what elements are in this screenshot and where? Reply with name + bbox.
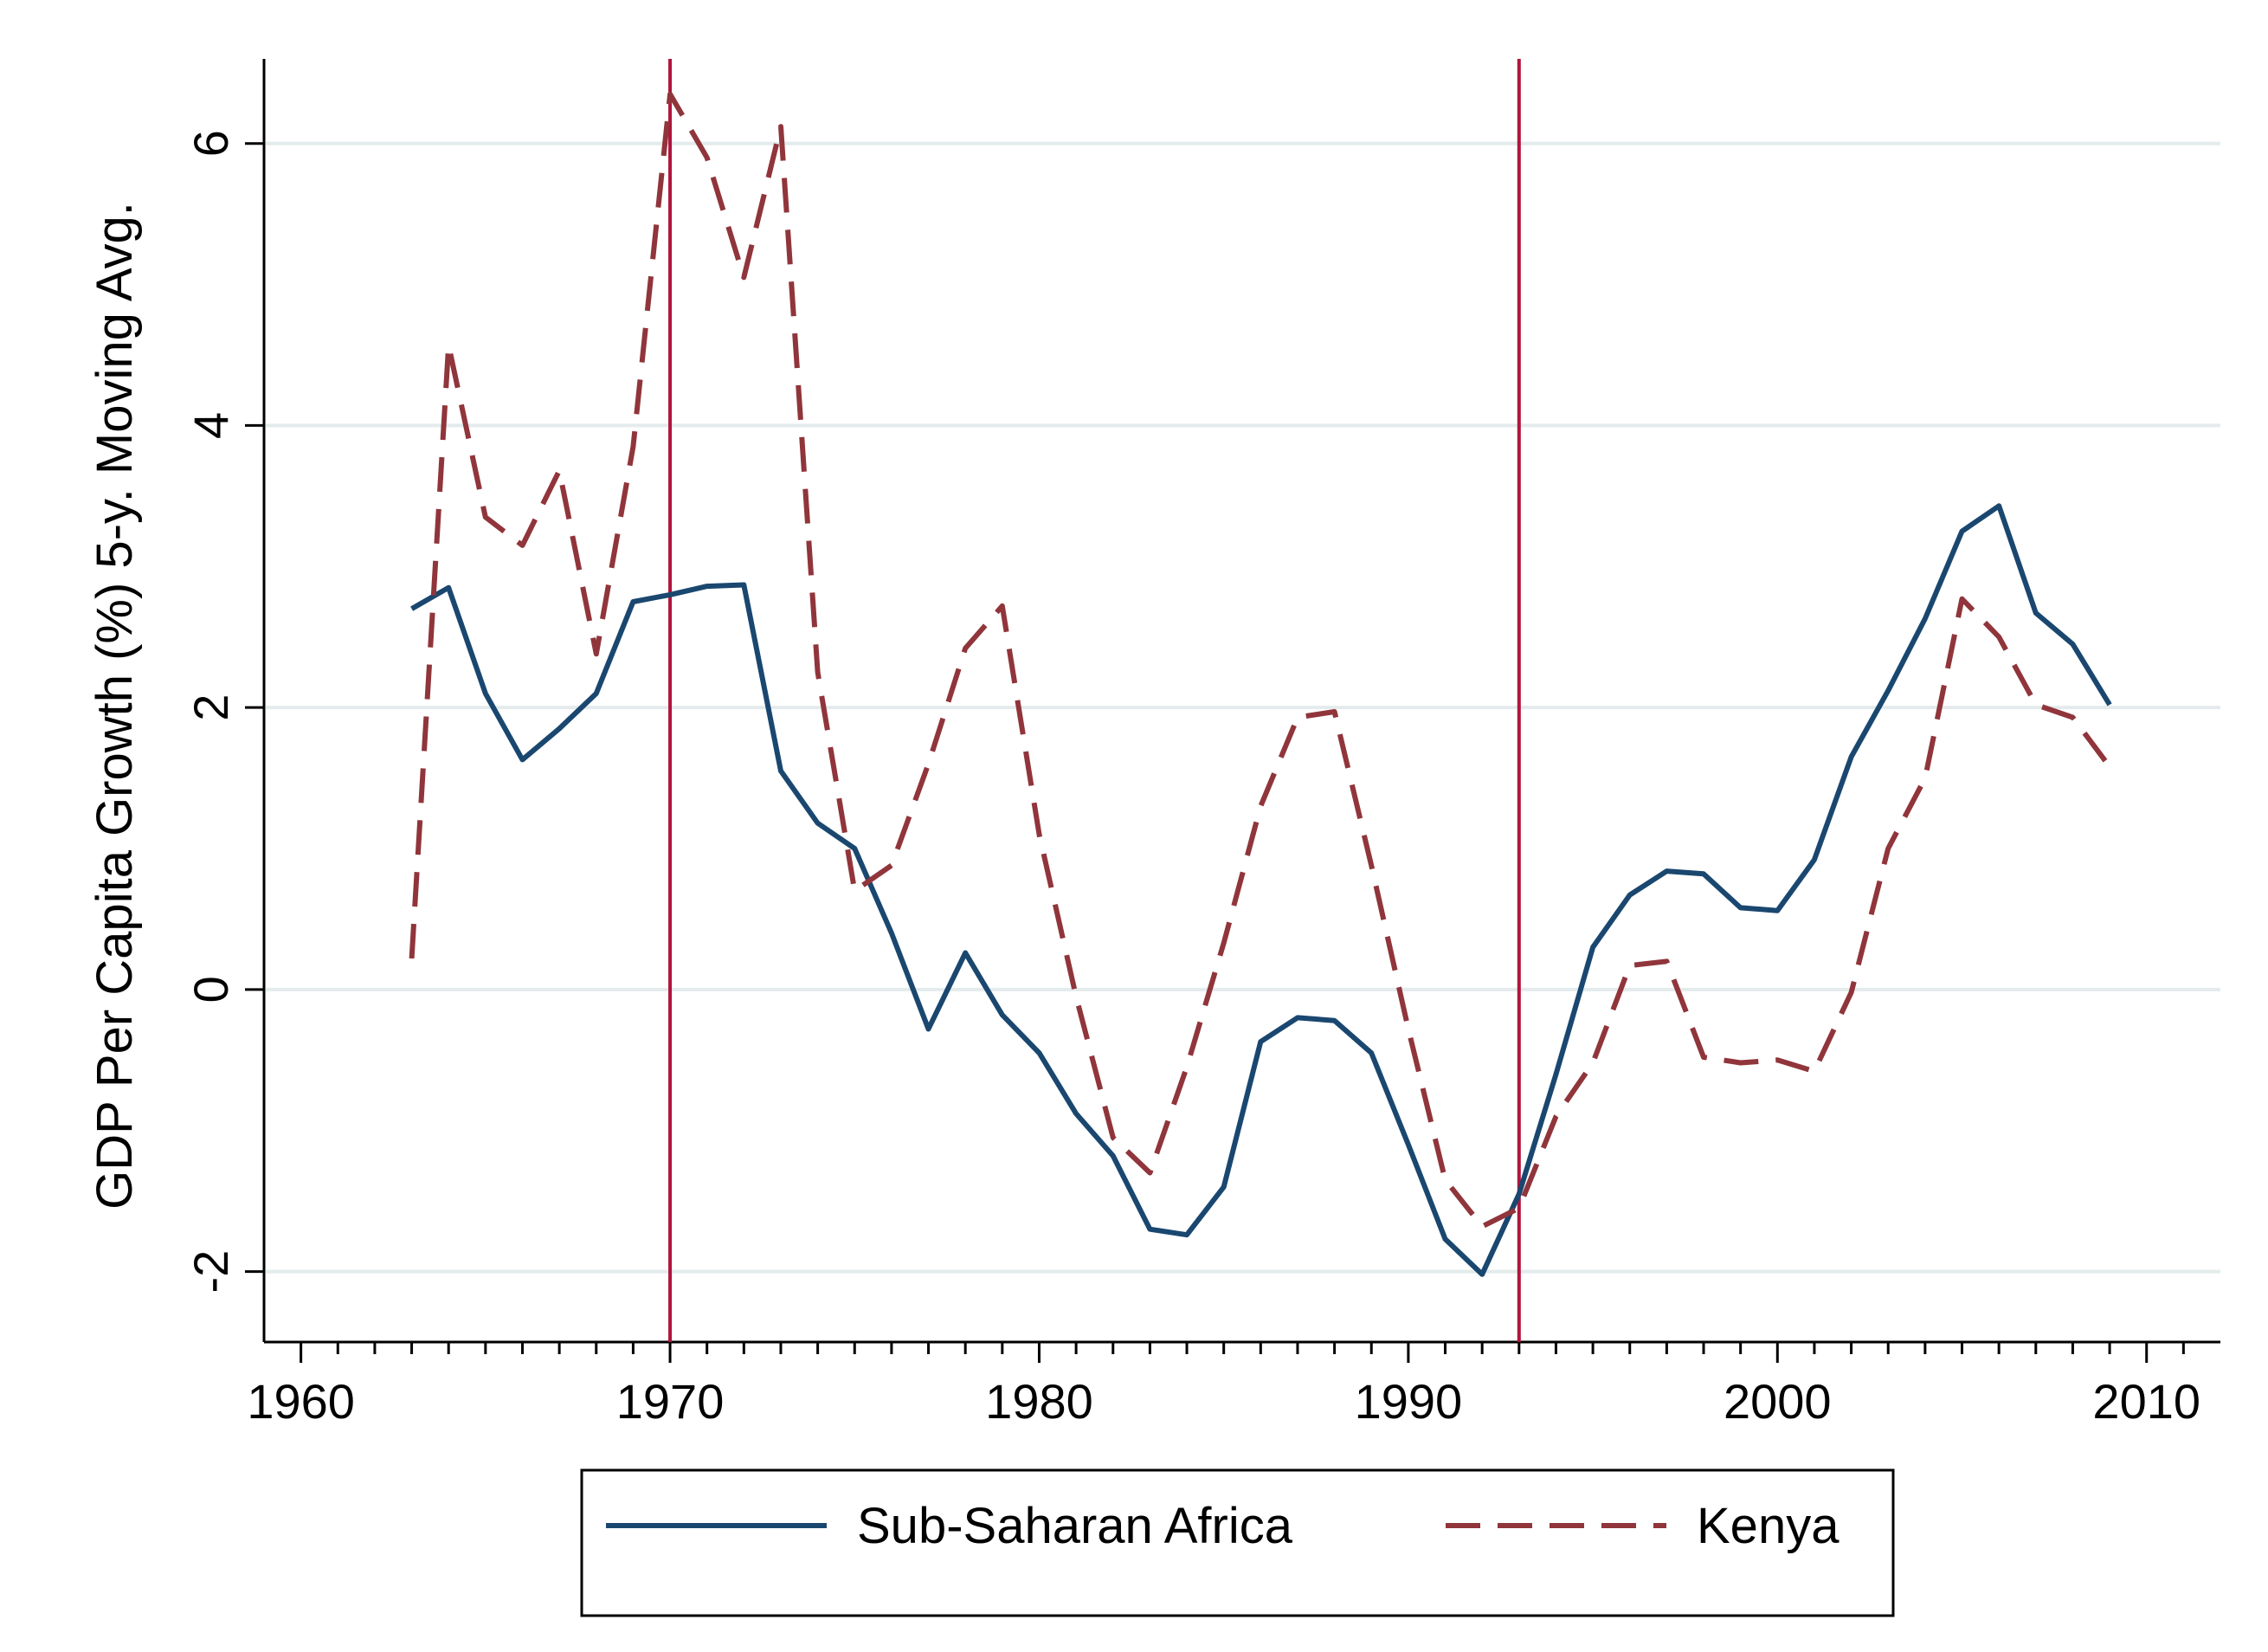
- reference-lines: [668, 59, 1521, 1342]
- x-tick-label-1980: 1980: [985, 1374, 1093, 1429]
- y-tick-label-2: 2: [184, 694, 238, 721]
- x-tick-label-1970: 1970: [616, 1374, 725, 1429]
- y-tick-label-2: -2: [184, 1250, 238, 1294]
- legend: Sub-Saharan Africa Kenya: [580, 1468, 1895, 1617]
- series-line-sub-saharan-africa: [410, 503, 2112, 1277]
- y-axis-title: GDP Per Capita Growth (%) 5-y. Moving Av…: [87, 202, 143, 1210]
- series-line-kenya: [409, 91, 2112, 1229]
- y-tick-label-4: 4: [184, 412, 238, 439]
- legend-label-sub-saharan-africa: Sub-Saharan Africa: [857, 1498, 1293, 1554]
- legend-box: [580, 1468, 1895, 1617]
- x-tick-label-2000: 2000: [1724, 1374, 1832, 1429]
- gridlines: [266, 141, 2220, 1274]
- x-tick-label-1990: 1990: [1355, 1374, 1463, 1429]
- axes: [262, 59, 2220, 1344]
- x-tick-label-2010: 2010: [2092, 1374, 2200, 1429]
- y-tick-label-0: 0: [184, 976, 238, 1003]
- legend-label-kenya: Kenya: [1697, 1498, 1840, 1554]
- y-tick-label-6: 6: [184, 130, 238, 157]
- y-axis-ticks: -2 0 2 4 6: [184, 130, 264, 1293]
- x-tick-label-1960: 1960: [247, 1374, 355, 1429]
- x-axis-ticks: 1960 1970 1980 1990 2000 2010: [247, 1342, 2200, 1429]
- series-lines: [409, 91, 2112, 1277]
